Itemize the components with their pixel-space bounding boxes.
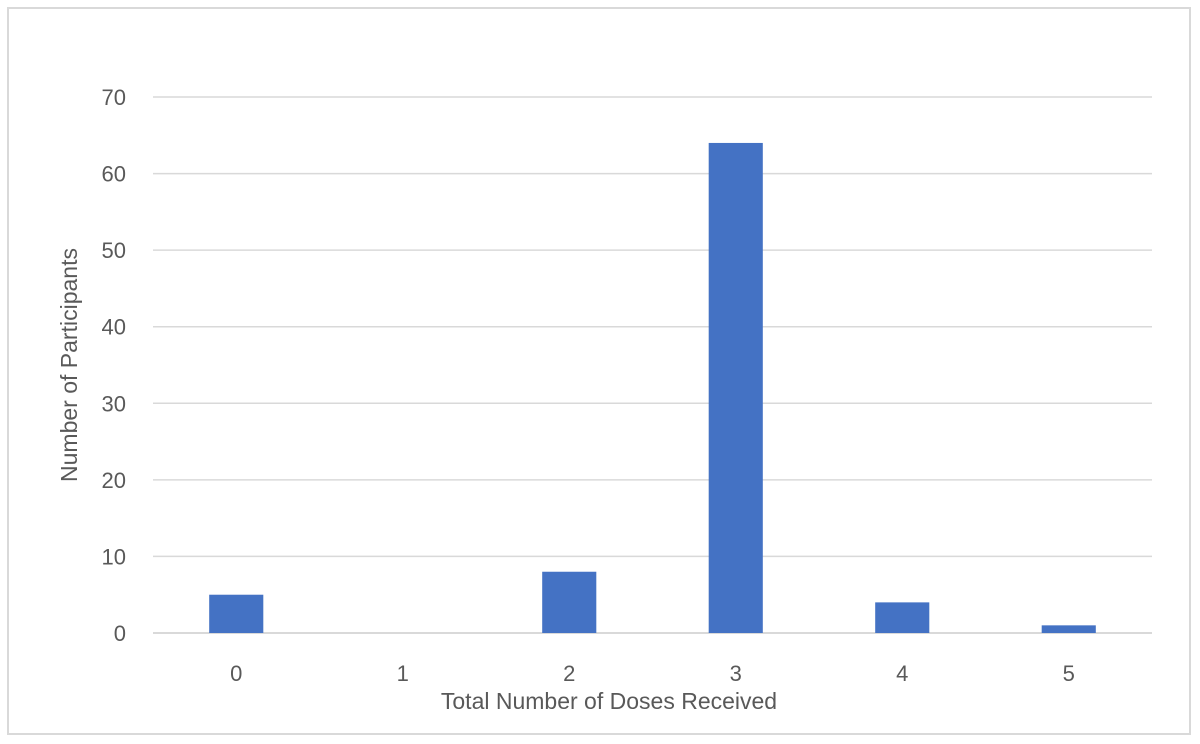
x-tick-label: 2 [563, 661, 575, 686]
x-axis-title: Total Number of Doses Received [441, 688, 777, 714]
y-tick-label: 70 [102, 85, 126, 110]
x-axis-ticks: 0 1 2 3 4 5 [230, 661, 1075, 686]
x-tick-label: 1 [397, 661, 409, 686]
bar-2 [542, 571, 597, 633]
gridlines [153, 96, 1152, 634]
y-tick-label: 60 [102, 162, 126, 187]
bar-0 [209, 594, 264, 633]
bar-4 [875, 602, 930, 633]
bars [209, 142, 1096, 633]
x-tick-label: 0 [230, 661, 242, 686]
chart-frame [7, 7, 1191, 735]
x-tick-label: 3 [730, 661, 742, 686]
y-tick-label: 10 [102, 544, 126, 569]
x-tick-label: 4 [896, 661, 908, 686]
bar-5 [1041, 625, 1096, 633]
y-tick-label: 40 [102, 315, 126, 340]
bar-3 [708, 142, 763, 633]
x-tick-label: 5 [1063, 661, 1075, 686]
y-tick-label: 20 [102, 468, 126, 493]
y-axis-title: Number of Participants [56, 248, 82, 482]
y-axis-ticks: 0 10 20 30 40 50 60 70 [102, 85, 126, 646]
y-tick-label: 0 [114, 621, 126, 646]
y-tick-label: 30 [102, 391, 126, 416]
y-tick-label: 50 [102, 238, 126, 263]
